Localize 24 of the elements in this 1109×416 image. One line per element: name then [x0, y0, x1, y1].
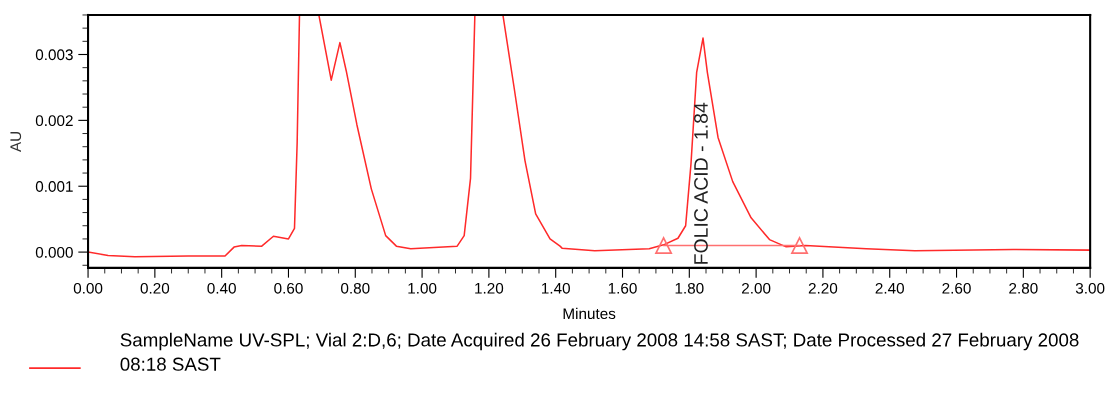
y-axis-title: AU [10, 132, 22, 153]
x-tick-label: 2.00 [742, 282, 771, 294]
y-tick-label: 0.000 [35, 246, 73, 258]
y-tick-label: 0.002 [35, 115, 73, 127]
x-tick-label: 2.40 [875, 282, 904, 294]
x-tick-label: 1.60 [608, 282, 637, 294]
x-tick-label: 0.80 [341, 282, 370, 294]
x-tick-label: 2.60 [942, 282, 971, 294]
x-tick-label: 1.00 [408, 282, 437, 294]
x-axis-title: Minutes [563, 307, 616, 320]
x-tick-label: 1.80 [675, 282, 704, 294]
x-tick-label: 0.60 [274, 282, 303, 294]
annotation: FOLIC ACID - 1.84 [694, 102, 708, 264]
x-tick-label: 1.40 [542, 282, 570, 294]
x-tick-label: 2.80 [1009, 282, 1038, 294]
x-tick-label: 1.20 [475, 282, 504, 294]
x-tick-label: 0.40 [207, 282, 236, 294]
y-tick-label: 0.001 [35, 181, 73, 192]
x-tick-label: 0.00 [73, 282, 103, 294]
text: SampleName UV-SPL; Vial 2:D,6; Date Acquired 26 February 2008 14:58 SAST; Date Processed 27 February 2008 08:18 SAST [120, 332, 1079, 371]
x-tick-label: 0.20 [140, 282, 170, 294]
y-tick-label: 0.003 [35, 49, 73, 61]
x-tick-label: 3.00 [1075, 282, 1105, 294]
x-tick-label: 2.20 [808, 282, 838, 294]
